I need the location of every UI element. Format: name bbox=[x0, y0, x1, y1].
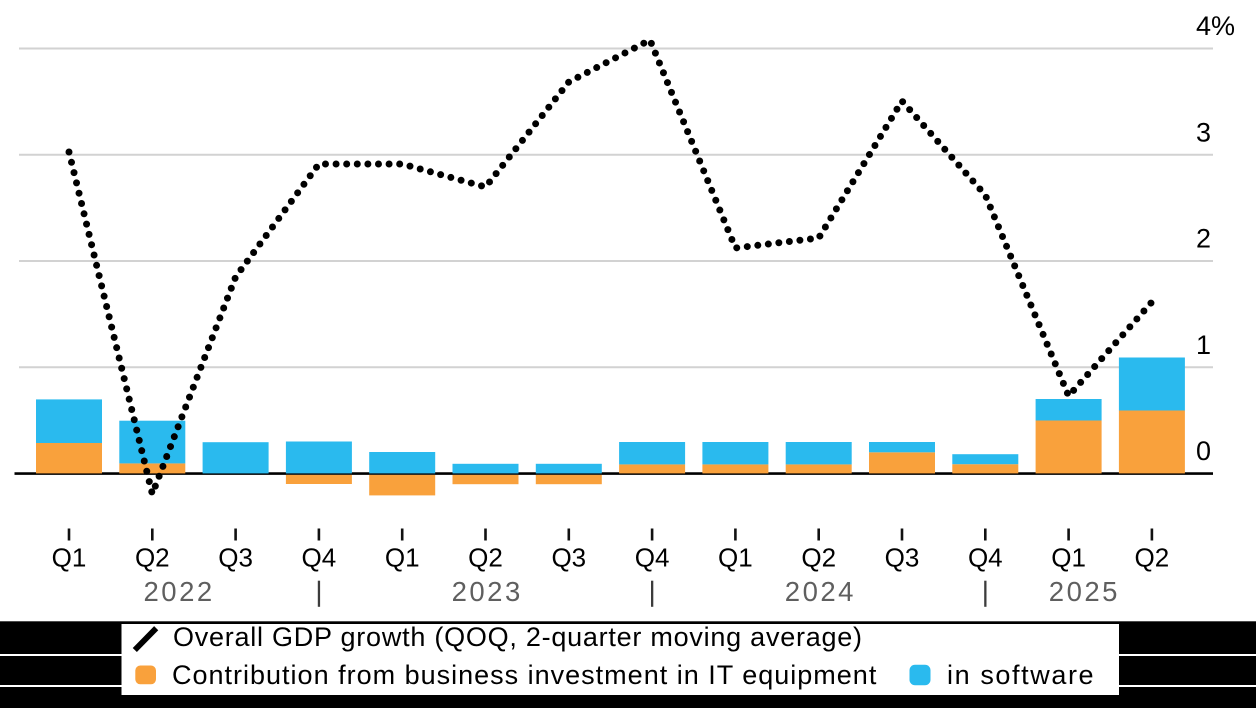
svg-text:3: 3 bbox=[1196, 118, 1211, 148]
svg-text:Overall GDP growth (QOQ, 2-qua: Overall GDP growth (QOQ, 2-quarter movin… bbox=[173, 622, 863, 652]
svg-text:2023: 2023 bbox=[452, 576, 523, 607]
svg-text:Q4: Q4 bbox=[302, 543, 337, 573]
svg-text:Q3: Q3 bbox=[551, 543, 586, 573]
svg-text:Q2: Q2 bbox=[468, 543, 503, 573]
svg-text:Q4: Q4 bbox=[968, 543, 1003, 573]
svg-text:2024: 2024 bbox=[785, 576, 856, 607]
svg-text:Q1: Q1 bbox=[1051, 543, 1086, 573]
svg-text:Q3: Q3 bbox=[885, 543, 920, 573]
svg-text:2022: 2022 bbox=[144, 576, 215, 607]
svg-text:Q2: Q2 bbox=[801, 543, 836, 573]
svg-text:4%: 4% bbox=[1196, 11, 1235, 41]
svg-text:2025: 2025 bbox=[1049, 576, 1120, 607]
svg-text:0: 0 bbox=[1196, 436, 1211, 466]
svg-text:Q3: Q3 bbox=[218, 543, 253, 573]
svg-text:Q4: Q4 bbox=[635, 543, 670, 573]
svg-text:1: 1 bbox=[1196, 330, 1211, 360]
svg-text:Q2: Q2 bbox=[1135, 543, 1170, 573]
svg-text:2: 2 bbox=[1196, 224, 1211, 254]
svg-text:Q1: Q1 bbox=[385, 543, 420, 573]
svg-text:Q2: Q2 bbox=[135, 543, 170, 573]
svg-text:in software: in software bbox=[947, 660, 1095, 690]
svg-text:Contribution from business inv: Contribution from business investment in… bbox=[172, 660, 877, 690]
svg-text:Q1: Q1 bbox=[718, 543, 753, 573]
svg-text:Q1: Q1 bbox=[52, 543, 87, 573]
